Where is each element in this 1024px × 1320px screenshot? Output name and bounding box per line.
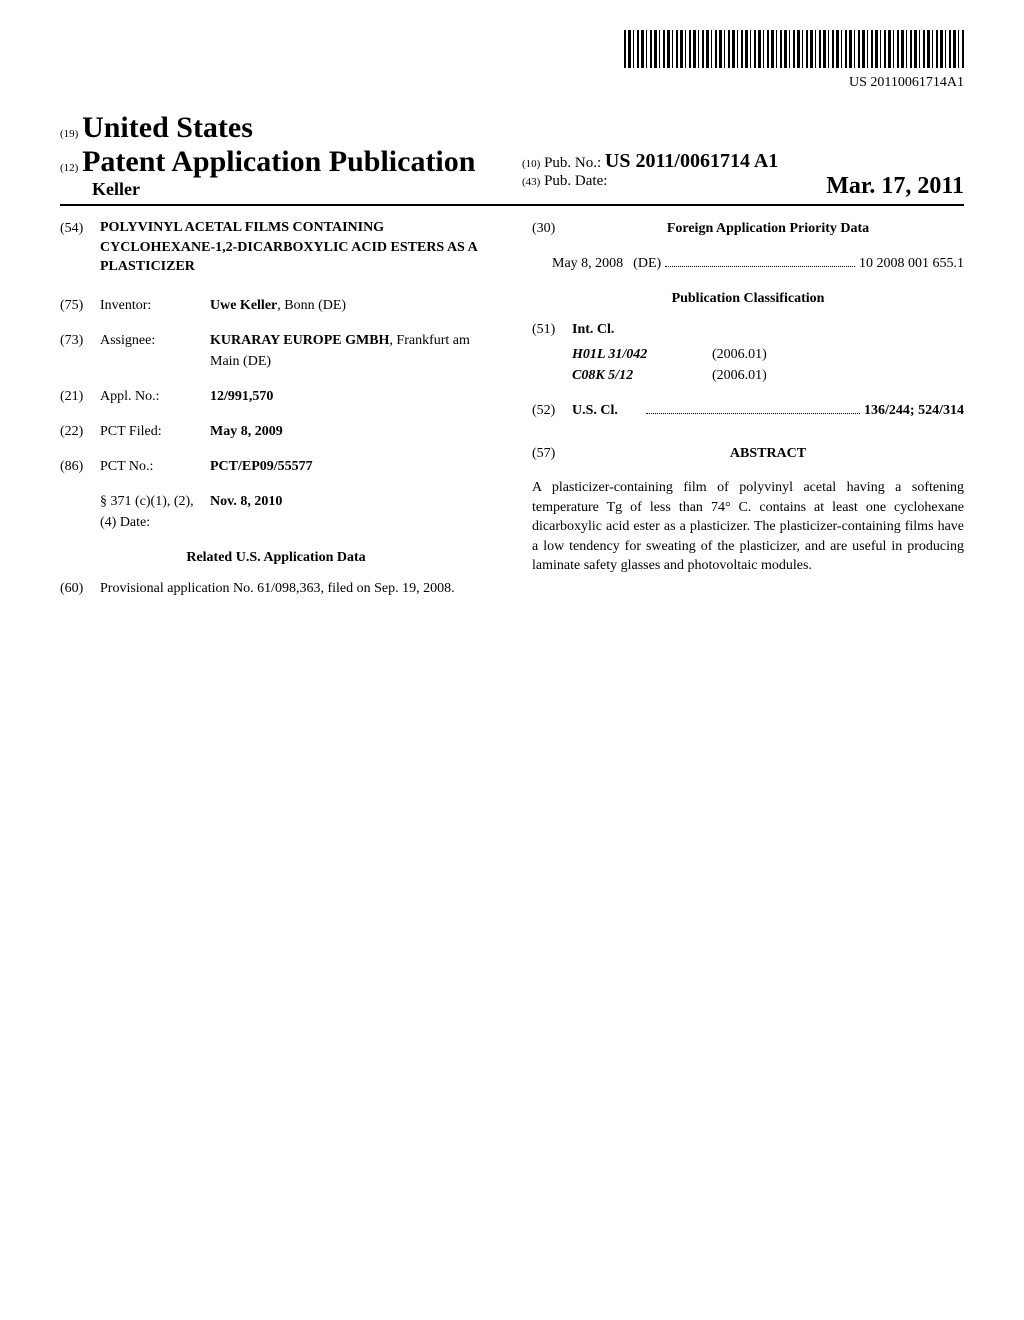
abstract-code: (57) (532, 443, 572, 464)
pct-filed-value: May 8, 2009 (210, 421, 492, 442)
us-cl-label: U.S. Cl. (572, 400, 642, 421)
appl-code: (21) (60, 386, 100, 407)
abstract-header: ABSTRACT (572, 443, 964, 464)
us-cl-dots (646, 413, 860, 414)
foreign-date: May 8, 2008 (552, 253, 623, 274)
abstract-header-row: (57) ABSTRACT (532, 443, 964, 464)
pub-date-line: (43) Pub. Date: Mar. 17, 2011 (522, 173, 964, 200)
pub-type-line: (12) Patent Application Publication (60, 145, 502, 179)
barcode-section: US 20110061714A1 (60, 30, 964, 91)
s371-value: Nov. 8, 2010 (210, 491, 492, 512)
pct-no-code: (86) (60, 456, 100, 477)
pct-filed-label: PCT Filed: (100, 421, 210, 442)
s371-label: § 371 (c)(1), (2), (4) Date: (100, 491, 210, 533)
pct-no-value: PCT/EP09/55577 (210, 456, 492, 477)
us-cl-values: 136/244; 524/314 (864, 400, 964, 421)
pub-no-label: Pub. No.: (544, 155, 601, 171)
pub-no-line: (10) Pub. No.: US 2011/0061714 A1 (522, 150, 964, 173)
inventor-location: , Bonn (DE) (277, 298, 346, 313)
int-cl-item-1-year: (2006.01) (712, 365, 767, 386)
int-cl-row: (51) Int. Cl. (532, 319, 964, 340)
int-cl-item-1: C08K 5/12 (2006.01) (532, 365, 964, 386)
foreign-header: Foreign Application Priority Data (572, 218, 964, 239)
title-code: (54) (60, 218, 100, 277)
pub-no-code: (10) (522, 158, 540, 170)
assignee-row: (73) Assignee: KURARAY EUROPE GMBH, Fran… (60, 330, 492, 372)
pub-type: Patent Application Publication (82, 145, 475, 178)
left-column: (54) POLYVINYL ACETAL FILMS CONTAINING C… (60, 218, 492, 613)
int-cl-item-1-code: C08K 5/12 (572, 365, 712, 386)
assignee-name: KURARAY EUROPE GMBH (210, 333, 389, 348)
us-cl-row: (52) U.S. Cl. 136/244; 524/314 (532, 400, 964, 421)
pub-date-label: Pub. Date: (544, 173, 607, 189)
title-block: (54) POLYVINYL ACETAL FILMS CONTAINING C… (60, 218, 492, 277)
author-line: Keller (60, 179, 502, 200)
country-name: United States (82, 111, 253, 144)
inventor-name: Uwe Keller (210, 298, 277, 313)
country-line: (19) United States (60, 111, 502, 145)
barcode-graphic (624, 30, 964, 68)
appl-value: 12/991,570 (210, 386, 492, 407)
main-content: (54) POLYVINYL ACETAL FILMS CONTAINING C… (60, 218, 964, 613)
assignee-value: KURARAY EUROPE GMBH, Frankfurt am Main (… (210, 330, 492, 372)
foreign-country: (DE) (633, 253, 661, 274)
inventor-label: Inventor: (100, 295, 210, 316)
related-header: Related U.S. Application Data (60, 547, 492, 568)
foreign-number: 10 2008 001 655.1 (859, 253, 964, 274)
inventor-code: (75) (60, 295, 100, 316)
int-cl-item-0-year: (2006.01) (712, 344, 767, 365)
pub-date-value: Mar. 17, 2011 (826, 173, 964, 200)
pub-type-code: (12) (60, 162, 78, 174)
provisional-code: (60) (60, 578, 100, 599)
assignee-label: Assignee: (100, 330, 210, 351)
foreign-code: (30) (532, 218, 572, 239)
document-header: (19) United States (12) Patent Applicati… (60, 111, 964, 206)
pct-filed-row: (22) PCT Filed: May 8, 2009 (60, 421, 492, 442)
pct-no-label: PCT No.: (100, 456, 210, 477)
country-code: (19) (60, 128, 78, 140)
abstract-text: A plasticizer-containing film of polyvin… (532, 478, 964, 576)
pub-no-value: US 2011/0061714 A1 (605, 150, 778, 172)
int-cl-code: (51) (532, 319, 572, 340)
int-cl-item-0: H01L 31/042 (2006.01) (532, 344, 964, 365)
s371-row: § 371 (c)(1), (2), (4) Date: Nov. 8, 201… (60, 491, 492, 533)
foreign-priority-row: May 8, 2008 (DE) 10 2008 001 655.1 (532, 253, 964, 274)
pct-no-row: (86) PCT No.: PCT/EP09/55577 (60, 456, 492, 477)
us-cl-code: (52) (532, 400, 572, 421)
right-column: (30) Foreign Application Priority Data M… (532, 218, 964, 613)
pub-date-code: (43) (522, 176, 540, 188)
classification-header: Publication Classification (532, 288, 964, 309)
assignee-code: (73) (60, 330, 100, 351)
int-cl-item-0-code: H01L 31/042 (572, 344, 712, 365)
inventor-row: (75) Inventor: Uwe Keller, Bonn (DE) (60, 295, 492, 316)
int-cl-label: Int. Cl. (572, 319, 642, 340)
inventor-value: Uwe Keller, Bonn (DE) (210, 295, 492, 316)
provisional-row: (60) Provisional application No. 61/098,… (60, 578, 492, 599)
foreign-header-row: (30) Foreign Application Priority Data (532, 218, 964, 239)
provisional-text: Provisional application No. 61/098,363, … (100, 578, 492, 599)
header-right: (10) Pub. No.: US 2011/0061714 A1 (43) P… (502, 150, 964, 200)
appl-label: Appl. No.: (100, 386, 210, 407)
patent-title: POLYVINYL ACETAL FILMS CONTAINING CYCLOH… (100, 218, 492, 277)
pct-filed-code: (22) (60, 421, 100, 442)
barcode-text: US 20110061714A1 (60, 75, 964, 91)
header-left: (19) United States (12) Patent Applicati… (60, 111, 502, 200)
appl-no-row: (21) Appl. No.: 12/991,570 (60, 386, 492, 407)
foreign-dots (665, 266, 855, 267)
